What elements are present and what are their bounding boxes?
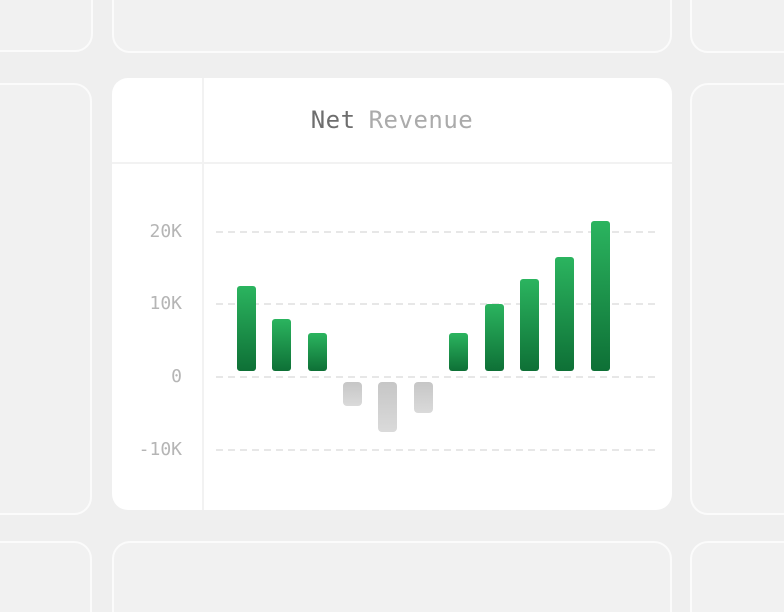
gridline [216,448,656,451]
y-axis-label: 0 [171,366,182,387]
card-header: Net Revenue [112,78,672,162]
y-axis: 20K 10K 0 -10K [112,78,202,510]
background-tile-top-middle [112,0,672,53]
chart-title-primary: Net [310,106,356,134]
gridline [216,230,656,233]
chart-title-secondary: Revenue [368,106,474,134]
bar-positive [590,220,610,371]
background-tile-bottom-right [690,541,784,612]
background-tile-top-right [690,0,784,53]
bar-positive [519,278,539,371]
y-axis-label: -10K [138,438,182,460]
background-tile-top-left [0,0,93,52]
background-tile-bottom-middle [112,541,672,612]
gridline [216,376,656,378]
background-tile-middle-right [690,83,784,515]
axis-column-divider [202,78,204,510]
plot-area [202,162,672,510]
header-divider [112,162,672,164]
net-revenue-card: Net Revenue 20K 10K 0 -10K [112,78,672,510]
bar-positive [236,286,256,371]
bar-negative [413,382,433,414]
bar-negative [342,382,362,407]
y-axis-label: 10K [149,293,182,315]
gridline [216,303,656,306]
background-tile-middle-left [0,83,92,515]
bar-positive [555,257,575,371]
bar-positive [449,333,469,371]
bar-positive [307,333,327,371]
bar-negative [378,382,398,432]
bar-positive [484,304,504,371]
background-tile-bottom-left [0,541,92,612]
bar-positive [272,318,292,371]
y-axis-label: 20K [149,220,182,242]
